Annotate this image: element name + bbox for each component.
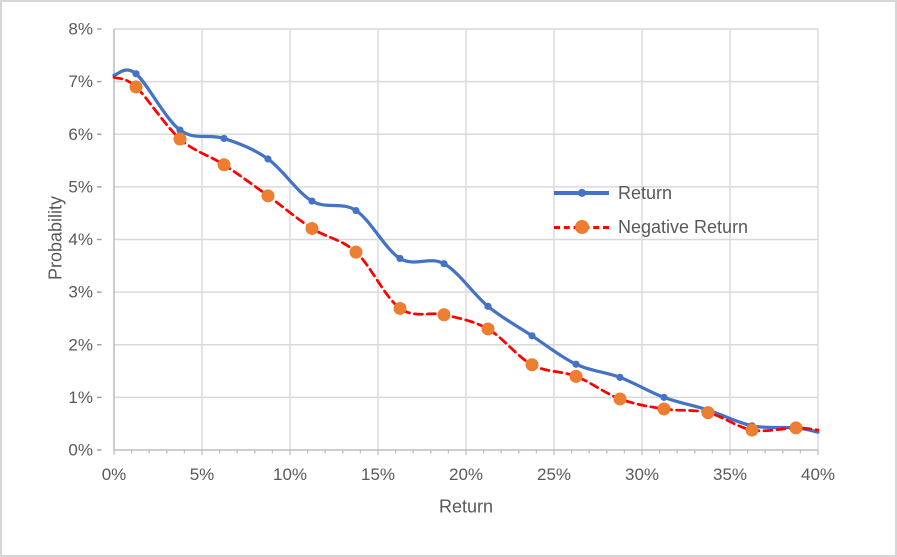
series-marker-negative-return — [393, 301, 407, 315]
series-marker-return — [264, 155, 272, 163]
y-tick-label: 1% — [68, 388, 93, 407]
series-marker-return — [176, 126, 184, 134]
legend-item-return: Return — [554, 181, 748, 205]
marker-dot-icon — [577, 188, 586, 198]
series-marker-negative-return — [613, 392, 627, 406]
series-marker-return — [484, 302, 492, 310]
y-tick-label: 2% — [68, 335, 93, 354]
series-marker-negative-return — [525, 358, 539, 372]
y-tick-label: 5% — [68, 177, 93, 196]
series-marker-return — [308, 197, 316, 205]
series-marker-return — [396, 254, 404, 263]
legend-item-negative-return: Negative Return — [554, 215, 748, 239]
series-marker-negative-return — [349, 245, 363, 259]
series-marker-negative-return — [437, 308, 451, 322]
series-marker-negative-return — [789, 421, 803, 435]
series-marker-return — [132, 70, 140, 78]
legend-label: Return — [618, 182, 673, 203]
series-marker-return — [616, 373, 624, 381]
x-tick-label: 35% — [713, 465, 747, 484]
x-tick-label: 10% — [273, 465, 307, 484]
x-tick-label: 20% — [449, 465, 483, 484]
series-marker-return — [220, 134, 228, 143]
y-tick-label: 3% — [68, 283, 93, 302]
series-marker-return — [528, 332, 536, 340]
x-tick-label: 25% — [537, 465, 571, 484]
x-tick-label: 0% — [102, 465, 127, 484]
series-marker-negative-return — [569, 369, 583, 383]
series-marker-negative-return — [305, 221, 319, 235]
y-tick-label: 6% — [68, 125, 93, 144]
legend-swatch-negative-return — [554, 215, 609, 239]
series-marker-negative-return — [261, 189, 275, 203]
legend-swatch-return — [554, 181, 609, 205]
series-marker-negative-return — [481, 322, 495, 336]
x-tick-label: 15% — [361, 465, 395, 484]
series-marker-return — [660, 393, 668, 401]
marker-dot-icon — [574, 220, 589, 234]
series-marker-negative-return — [657, 402, 671, 416]
x-axis-title: Return — [438, 496, 494, 517]
series-marker-return — [572, 360, 580, 368]
series-marker-negative-return — [745, 423, 759, 437]
x-tick-label: 40% — [801, 465, 835, 484]
series-marker-return — [352, 206, 360, 215]
y-axis-title: Probability — [45, 195, 66, 281]
series-marker-negative-return — [129, 80, 143, 94]
y-tick-label: 7% — [68, 72, 93, 91]
y-tick-label: 0% — [68, 441, 93, 460]
x-tick-label: 5% — [190, 465, 215, 484]
legend-label: Negative Return — [618, 216, 749, 237]
series-marker-negative-return — [217, 158, 231, 172]
series-marker-return — [440, 260, 448, 268]
series-marker-negative-return — [173, 132, 187, 146]
y-tick-label: 8% — [68, 20, 93, 39]
series-marker-negative-return — [701, 406, 715, 420]
y-tick-label: 4% — [68, 230, 93, 249]
x-tick-label: 30% — [625, 465, 659, 484]
legend: Return Negative Return — [554, 181, 748, 249]
